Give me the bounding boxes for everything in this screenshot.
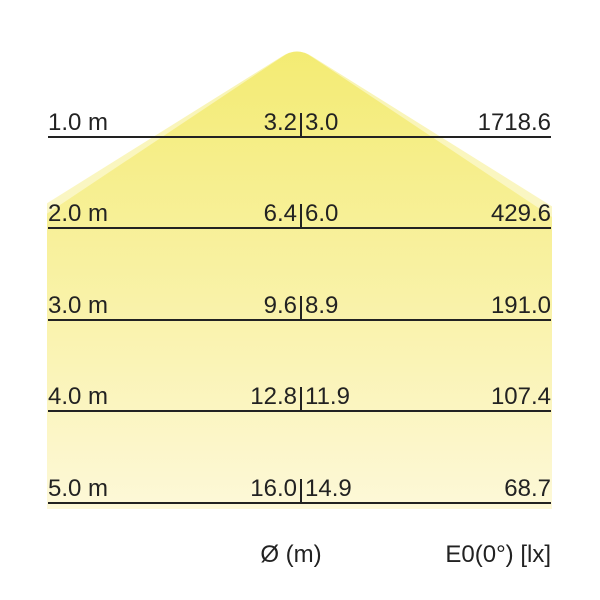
- distance-label: 5.0 m: [48, 475, 109, 502]
- diameter-narrow-value: 3.0: [305, 109, 339, 136]
- distance-label: 4.0 m: [48, 383, 109, 410]
- illuminance-value: 107.4: [490, 383, 551, 410]
- distance-lines: [48, 136, 551, 504]
- diameter-wide-value: 12.8: [250, 383, 297, 410]
- illuminance-value: 429.6: [490, 200, 551, 227]
- distance-label: 1.0 m: [48, 109, 109, 136]
- distance-label: 2.0 m: [48, 200, 109, 227]
- illuminance-axis-label: E0(0°) [lx]: [445, 541, 551, 568]
- diameter-wide-value: 9.6: [263, 292, 297, 319]
- diameter-wide-value: 3.2: [263, 109, 297, 136]
- diameter-wide-value: 16.0: [250, 475, 297, 502]
- illuminance-value: 191.0: [490, 292, 551, 319]
- diameter-narrow-value: 11.9: [305, 383, 350, 410]
- illuminance-value: 1718.6: [477, 109, 551, 136]
- diameter-wide-value: 6.4: [263, 200, 297, 227]
- beam-cone-narrow: [47, 51, 552, 509]
- distance-label: 3.0 m: [48, 292, 109, 319]
- illuminance-value: 68.7: [504, 475, 551, 502]
- diameter-axis-label: Ø (m): [260, 541, 322, 568]
- diameter-narrow-value: 6.0: [305, 200, 339, 227]
- diameter-narrow-value: 8.9: [305, 292, 339, 319]
- diameter-narrow-value: 14.9: [305, 475, 352, 502]
